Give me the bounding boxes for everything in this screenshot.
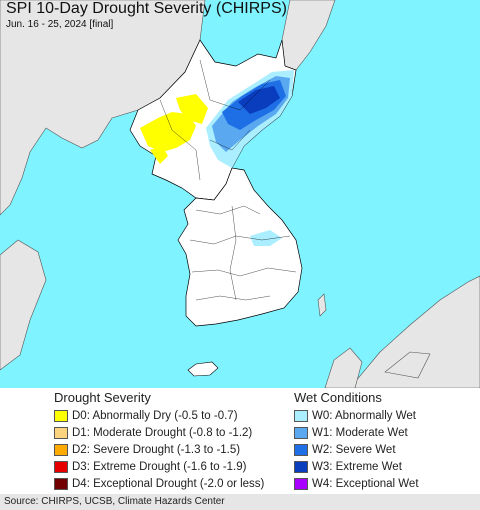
- swatch-w2: [294, 444, 308, 456]
- legend-wet-title: Wet Conditions: [294, 390, 382, 405]
- legend-label-w4: W4: Exceptional Wet: [312, 478, 419, 490]
- legend-wet: Wet Conditions W0: Abnormally Wet W1: Mo…: [290, 388, 480, 492]
- swatch-d1: [54, 427, 68, 439]
- admin-boundaries: [159, 59, 297, 301]
- legend-drought: Drought Severity D0: Abnormally Dry (-0.…: [50, 388, 290, 492]
- china-coast-lower: [0, 239, 47, 371]
- legend-item-d4: D4: Exceptional Drought (-2.0 or less): [54, 476, 264, 492]
- legend-item-w3: W3: Extreme Wet: [294, 459, 402, 475]
- tsushima-island: [317, 293, 327, 317]
- map-title: SPI 10-Day Drought Severity (CHIRPS): [6, 0, 287, 17]
- swatch-w1: [294, 427, 308, 439]
- legend-label-w0: W0: Abnormally Wet: [312, 410, 416, 422]
- legend-drought-title: Drought Severity: [54, 390, 151, 405]
- drought-d0-region-central: [176, 94, 208, 124]
- legend-item-w1: W1: Moderate Wet: [294, 425, 408, 441]
- legend-item-d2: D2: Severe Drought (-1.3 to -1.5): [54, 442, 240, 458]
- legend-item-d1: D1: Moderate Drought (-0.8 to -1.2): [54, 425, 252, 441]
- legend-item-d0: D0: Abnormally Dry (-0.5 to -0.7): [54, 408, 238, 424]
- jeju-island: [187, 361, 219, 377]
- drought-d0-region-nw: [140, 112, 196, 152]
- legend-label-w1: W1: Moderate Wet: [312, 427, 408, 439]
- swatch-d3: [54, 461, 68, 473]
- legend-item-w4: W4: Exceptional Wet: [294, 476, 419, 492]
- legend-label-d0: D0: Abnormally Dry (-0.5 to -0.7): [72, 410, 238, 422]
- drought-map: [0, 0, 480, 388]
- japan-honshu: [349, 275, 480, 388]
- legend-label-d4: D4: Exceptional Drought (-2.0 or less): [72, 478, 265, 490]
- swatch-d4: [54, 478, 68, 490]
- swatch-w4: [294, 478, 308, 490]
- drought-d0-region-sw: [150, 146, 168, 164]
- swatch-d2: [54, 444, 68, 456]
- south-korea: [177, 167, 303, 327]
- japan-shikoku: [384, 351, 431, 379]
- footer-bar: Source: CHIRPS, UCSB, Climate Hazards Ce…: [0, 494, 480, 510]
- legend-label-d2: D2: Severe Drought (-1.3 to -1.5): [72, 444, 241, 456]
- legend-label-d3: D3: Extreme Drought (-1.6 to -1.9): [72, 461, 247, 473]
- source-credit: Source: CHIRPS, UCSB, Climate Hazards Ce…: [4, 496, 225, 507]
- swatch-w3: [294, 461, 308, 473]
- legend-item-w2: W2: Severe Wet: [294, 442, 396, 458]
- swatch-d0: [54, 410, 68, 422]
- swatch-w0: [294, 410, 308, 422]
- wet-w3-region: [238, 86, 280, 114]
- legend-item-w0: W0: Abnormally Wet: [294, 408, 416, 424]
- legend-label-d1: D1: Moderate Drought (-0.8 to -1.2): [72, 427, 253, 439]
- wet-w0-region-south: [250, 230, 282, 246]
- map-subtitle: Jun. 16 - 25, 2024 [final]: [6, 19, 114, 30]
- legend-label-w3: W3: Extreme Wet: [312, 461, 402, 473]
- japan-kyushu: [324, 347, 363, 388]
- legend-item-d3: D3: Extreme Drought (-1.6 to -1.9): [54, 459, 246, 475]
- legend-label-w2: W2: Severe Wet: [312, 444, 396, 456]
